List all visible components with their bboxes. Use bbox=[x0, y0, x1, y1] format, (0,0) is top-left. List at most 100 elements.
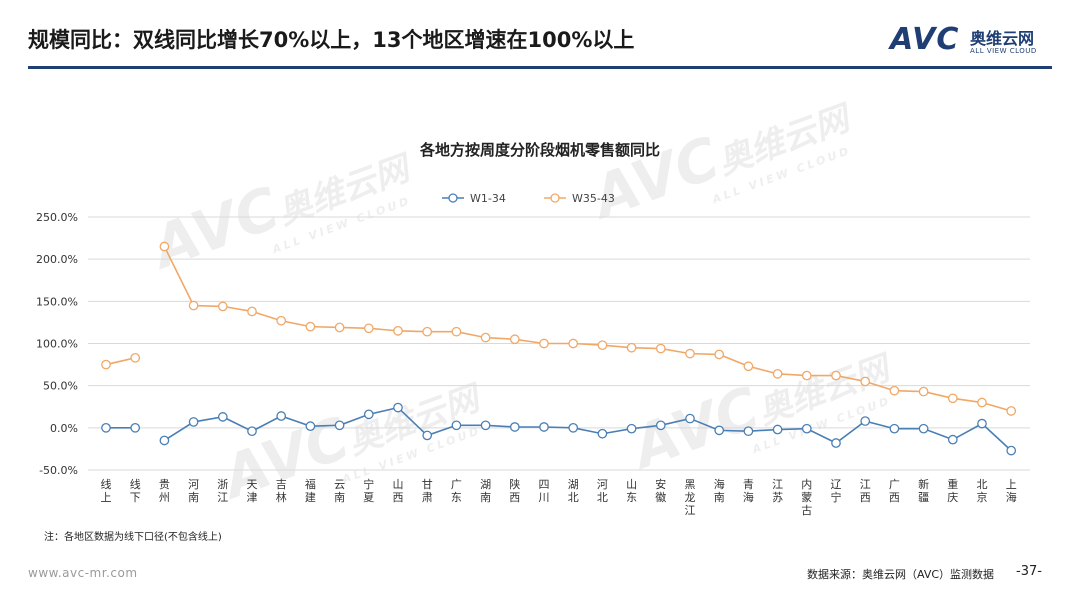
y-tick-label: 200.0% bbox=[36, 253, 78, 266]
data-point bbox=[305, 421, 316, 431]
data-point bbox=[714, 349, 725, 360]
x-tick-label: 江苏 bbox=[772, 478, 783, 504]
data-point bbox=[1006, 445, 1017, 456]
data-point bbox=[247, 306, 257, 317]
data-point bbox=[451, 420, 462, 431]
data-point bbox=[626, 423, 637, 434]
footnote: 注：各地区数据为线下口径(不包含线上) bbox=[44, 532, 222, 543]
y-axis-ticks: -50.0% 0.0% 50.0% 100.0% 150.0% 200.0% 250.0% bbox=[36, 211, 78, 477]
data-point bbox=[276, 315, 287, 326]
data-point bbox=[188, 300, 199, 311]
x-tick-label: 新疆 bbox=[918, 477, 929, 504]
data-point bbox=[918, 423, 929, 434]
chart-title: 各地方按周度分阶段烟机零售额同比 bbox=[419, 141, 660, 159]
data-point bbox=[655, 343, 666, 354]
data-point bbox=[597, 340, 608, 351]
data-point bbox=[655, 420, 666, 431]
x-tick-label: 广西 bbox=[889, 478, 900, 504]
x-tick-label: 四川 bbox=[539, 478, 550, 504]
data-point bbox=[101, 422, 111, 433]
legend-marker bbox=[448, 193, 458, 203]
logo-cn: 奥维云网 bbox=[970, 29, 1035, 48]
x-axis-ticks: 线上线下贵州河南浙江天津吉林福建云南宁夏山西甘肃广东湖南陕西四川湖北河北山东安徽… bbox=[101, 477, 1017, 517]
data-point bbox=[247, 426, 257, 437]
data-point bbox=[1006, 406, 1017, 416]
x-tick-label: 黑龙江 bbox=[685, 478, 696, 517]
data-point bbox=[685, 413, 695, 424]
x-tick-label: 宁夏 bbox=[363, 477, 374, 504]
data-point bbox=[918, 386, 929, 397]
x-tick-label: 河北 bbox=[597, 478, 608, 504]
series-1-line bbox=[163, 246, 1012, 412]
data-point bbox=[334, 420, 345, 431]
data-point bbox=[422, 326, 433, 337]
logo-mark: AVC bbox=[890, 22, 960, 57]
data-point bbox=[801, 423, 812, 434]
data-point bbox=[159, 241, 170, 252]
page-title: 规模同比：双线同比增长70%以上，13个地区增速在100%以上 bbox=[28, 28, 635, 52]
y-tick-label: 150.0% bbox=[36, 295, 78, 308]
data-point bbox=[276, 411, 287, 421]
data-point bbox=[451, 326, 462, 337]
y-tick-label: 0.0% bbox=[50, 422, 78, 435]
data-point bbox=[539, 422, 549, 432]
data-source: 数据来源：奥维云网（AVC）监测数据 bbox=[807, 568, 995, 581]
logo-en: ALL VIEW CLOUD bbox=[970, 47, 1037, 55]
data-point bbox=[363, 409, 374, 420]
data-point bbox=[831, 438, 841, 448]
x-tick-label: 河南 bbox=[188, 478, 199, 504]
x-tick-label: 安徽 bbox=[655, 477, 666, 504]
x-tick-label: 重庆 bbox=[947, 477, 958, 504]
x-tick-label: 江西 bbox=[860, 478, 871, 504]
footer-url: www.avc-mr.com bbox=[28, 566, 138, 580]
data-point bbox=[626, 342, 637, 353]
data-point bbox=[480, 420, 491, 431]
data-point bbox=[509, 422, 520, 432]
x-tick-label: 湖北 bbox=[568, 478, 579, 504]
x-tick-label: 青海 bbox=[743, 478, 754, 504]
data-point bbox=[685, 348, 695, 359]
series-layer bbox=[101, 241, 1017, 456]
data-point bbox=[977, 397, 987, 408]
data-point bbox=[217, 301, 228, 312]
x-tick-label: 浙江 bbox=[217, 478, 228, 504]
data-point bbox=[772, 424, 783, 435]
data-point bbox=[509, 334, 520, 345]
data-point bbox=[772, 369, 783, 379]
data-point bbox=[188, 417, 199, 427]
x-tick-label: 山西 bbox=[393, 478, 404, 504]
x-tick-label: 贵州 bbox=[159, 478, 170, 504]
data-point bbox=[947, 434, 958, 445]
x-tick-label: 山东 bbox=[626, 478, 637, 504]
data-point bbox=[743, 426, 754, 437]
legend-label: W1-34 bbox=[470, 192, 506, 205]
data-point bbox=[334, 322, 345, 333]
data-point bbox=[977, 418, 987, 429]
header-divider bbox=[28, 66, 1052, 69]
x-tick-label: 北京 bbox=[977, 478, 988, 504]
x-tick-label: 天津 bbox=[247, 478, 258, 504]
brand-logo: AVC 奥维云网 ALL VIEW CLOUD bbox=[890, 22, 1060, 62]
data-point bbox=[889, 423, 900, 434]
data-point bbox=[393, 325, 403, 336]
legend: W1-34 W35-43 bbox=[442, 192, 615, 205]
x-tick-label: 海南 bbox=[714, 477, 725, 504]
data-point bbox=[539, 338, 549, 349]
data-point bbox=[568, 422, 579, 433]
data-point bbox=[714, 425, 725, 436]
data-point bbox=[130, 422, 141, 433]
data-point bbox=[801, 370, 812, 381]
data-point bbox=[363, 323, 374, 334]
x-tick-label: 线上 bbox=[101, 477, 112, 504]
x-tick-label: 甘肃 bbox=[422, 478, 433, 504]
data-point bbox=[860, 416, 871, 426]
data-point bbox=[393, 402, 403, 413]
series-1-line bbox=[105, 357, 136, 366]
data-point bbox=[568, 338, 579, 349]
data-point bbox=[831, 370, 841, 381]
x-tick-label: 湖南 bbox=[480, 478, 491, 504]
data-point bbox=[159, 435, 170, 446]
x-tick-label: 陕西 bbox=[509, 477, 520, 504]
y-tick-label: 250.0% bbox=[36, 211, 78, 224]
